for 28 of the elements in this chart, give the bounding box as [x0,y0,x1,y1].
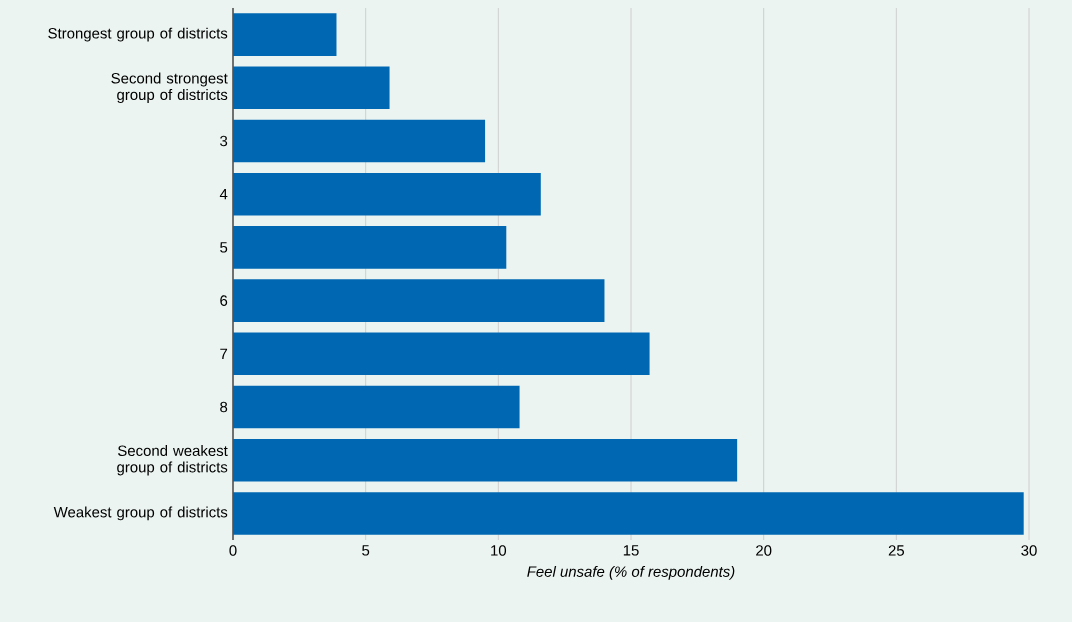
x-tick-label: 0 [229,545,237,556]
bar [233,385,520,429]
bar [233,13,337,56]
y-tick-label: Second weakest group of districts [117,445,228,476]
x-tick-label: 15 [623,545,639,556]
y-tick-label: 6 [220,295,228,306]
y-tick-label: 8 [220,401,228,413]
x-tick-label: 25 [888,545,905,556]
bar [233,332,650,376]
y-tick-label: 5 [220,242,228,253]
bar [233,279,605,322]
bar [233,226,507,269]
y-tick-label: Strongest group of districts [48,27,228,42]
x-tick-label: 10 [491,545,507,556]
x-tick-label: 5 [362,545,370,556]
y-tick-label: Weakest group of districts [53,506,228,521]
y-tick-label: 3 [220,135,228,147]
y-tick-label: 7 [220,348,228,359]
bar [233,119,486,163]
bar [233,66,390,110]
bar [233,172,541,216]
y-tick-label: Second strongest group of districts [111,72,228,103]
y-tick-label: 4 [219,189,228,200]
bar [233,492,1024,535]
x-tick-label: 20 [756,545,772,556]
x-axis-title: Feel unsafe (% of respondents) [527,565,735,580]
x-tick-label: 30 [1021,545,1037,556]
bar [233,438,738,482]
